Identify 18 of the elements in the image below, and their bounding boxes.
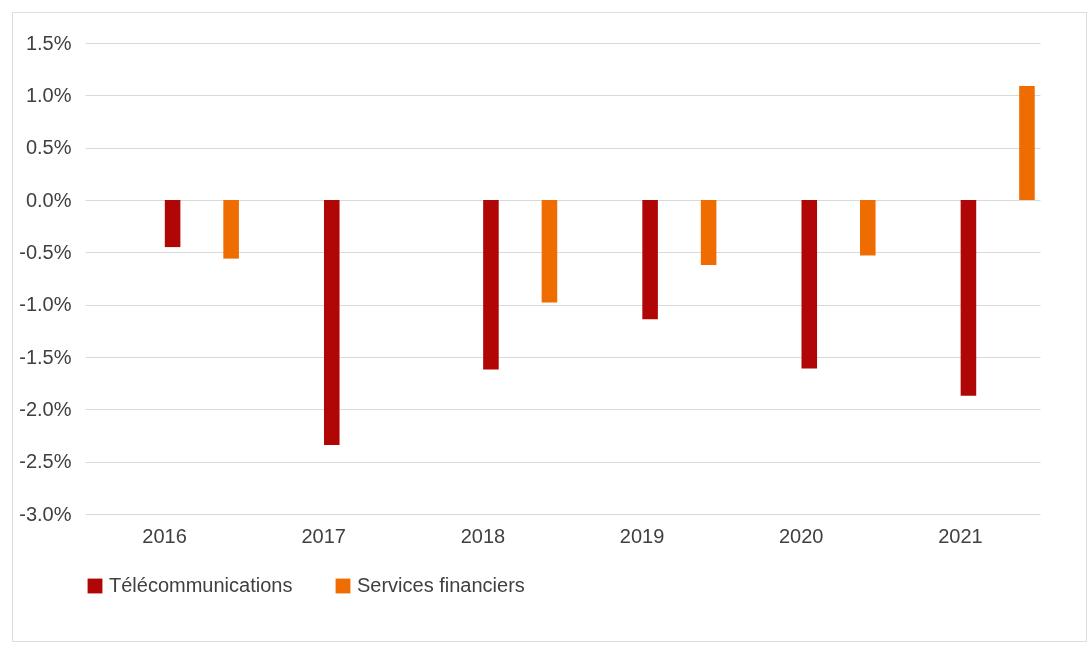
x-tick-label: 2018 [460,524,506,547]
y-tick-label: -1.5% [19,345,72,368]
y-tick-label: 0.0% [25,188,72,211]
y-tick-label: -0.5% [19,240,72,263]
y-tick-label: 1.0% [25,83,72,106]
y-tick-label: -2.0% [19,397,72,420]
legend-label: Services financiers [357,574,525,596]
x-tick-label: 2021 [938,524,983,547]
legend-label: Télécommunications [109,574,293,596]
y-tick-label: 1.5% [25,31,72,54]
y-tick-label: -2.5% [19,450,72,473]
y-tick-label: 0.5% [25,136,72,159]
x-tick-label: 2016 [142,524,187,547]
x-tick-label: 2019 [619,524,665,547]
y-tick-label: -3.0% [19,502,72,525]
x-tick-label: 2017 [301,524,346,547]
y-tick-label: -1.0% [19,293,72,316]
x-tick-label: 2020 [779,524,824,547]
